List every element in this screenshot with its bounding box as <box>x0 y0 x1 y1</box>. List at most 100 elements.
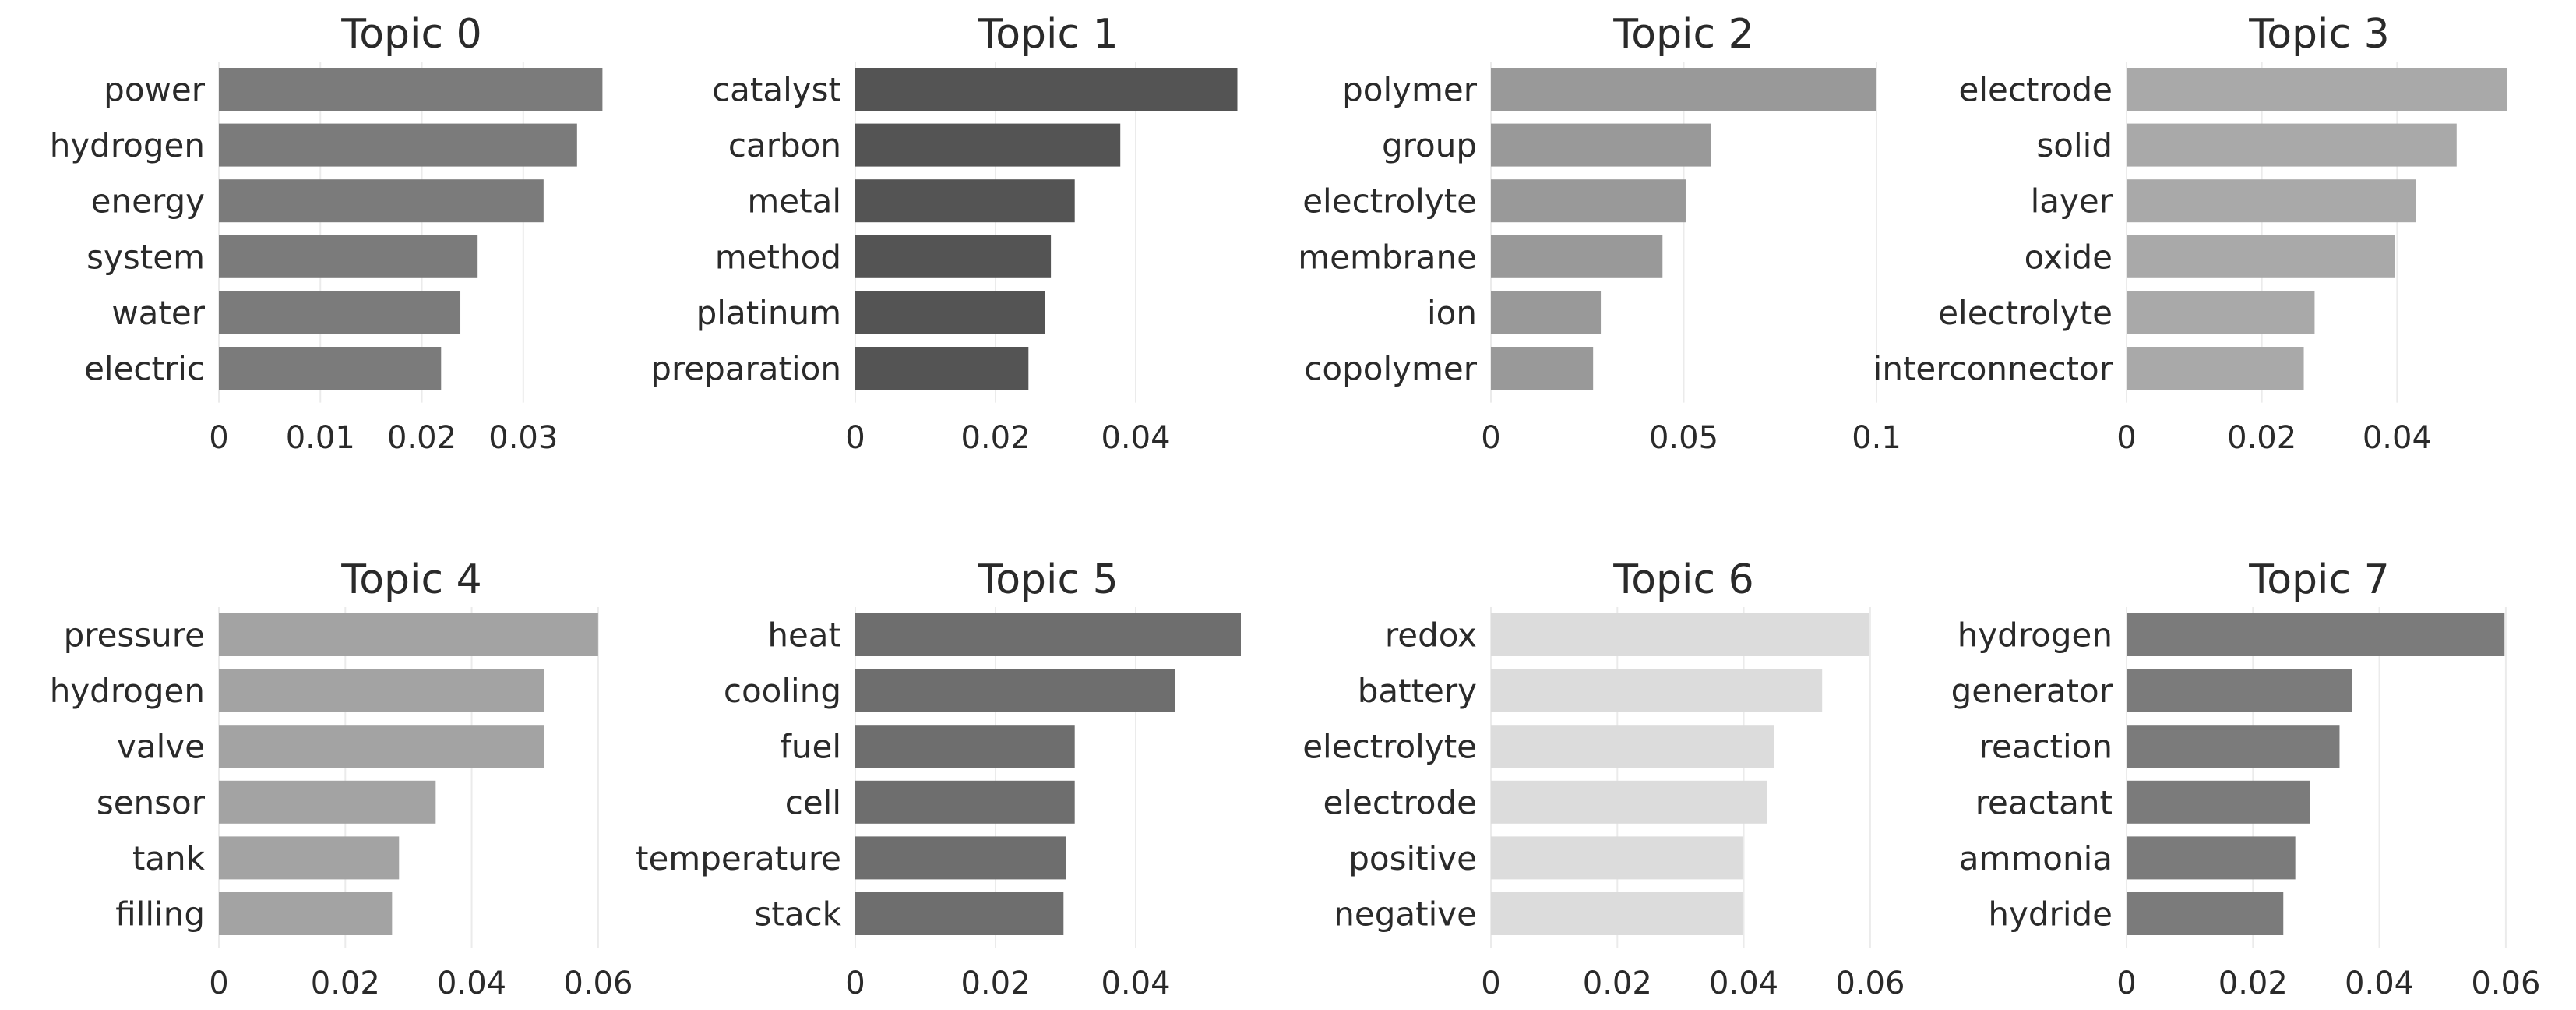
tick-label: 0 <box>845 420 865 456</box>
bar <box>219 235 478 278</box>
category-label: platinum <box>696 294 841 332</box>
category-label: fuel <box>780 728 841 766</box>
tick-label: 0.02 <box>2218 966 2288 1001</box>
tick-label: 0.01 <box>286 420 355 456</box>
tick-label: 0 <box>1481 420 1500 456</box>
bar <box>855 235 1052 278</box>
bar <box>855 836 1066 880</box>
topic-chart-7: Topic 7 hydrogen generator reaction reactant… <box>1951 556 2541 1001</box>
tick-label: 0.05 <box>1649 420 1718 456</box>
bar <box>1491 291 1602 334</box>
category-label: tank <box>132 839 206 878</box>
tick-label: 0 <box>209 966 228 1001</box>
bar <box>2127 68 2507 111</box>
bar <box>855 179 1075 223</box>
bar <box>855 613 1241 656</box>
category-label: preparation <box>650 350 841 388</box>
category-label: electrolyte <box>1302 182 1477 221</box>
bar <box>1491 725 1774 768</box>
topic-title: Topic 3 <box>2248 11 2389 58</box>
tick-label: 0.04 <box>1709 966 1778 1001</box>
category-label: ammonia <box>1959 839 2113 878</box>
topic-title: Topic 0 <box>340 11 481 58</box>
tick-label: 0 <box>845 966 865 1001</box>
bar <box>1491 669 1823 712</box>
tick-label: 0.02 <box>387 420 456 456</box>
category-label: water <box>111 294 205 332</box>
tick-label: 0.04 <box>2345 966 2414 1001</box>
topic-chart-4: Topic 4 pressure hydrogen valve sensor tank fi… <box>50 556 633 1001</box>
bar <box>2127 179 2416 223</box>
category-label: hydrogen <box>50 672 205 710</box>
bar <box>1491 123 1711 167</box>
category-label: group <box>1382 126 1477 164</box>
bar <box>2127 291 2315 334</box>
bar <box>855 892 1064 935</box>
topic-chart-0: Topic 0 power hydrogen energy system water ele… <box>50 11 603 456</box>
category-label: valve <box>117 728 205 766</box>
topic-chart-3: Topic 3 electrode solid layer oxide electroly… <box>1873 11 2507 456</box>
bar <box>2127 780 2310 824</box>
category-label: electric <box>84 350 205 388</box>
category-label: electrode <box>1959 71 2113 109</box>
category-label: solid <box>2036 126 2113 164</box>
bar <box>1491 179 1686 223</box>
tick-label: 0 <box>2116 966 2136 1001</box>
category-label: copolymer <box>1304 350 1477 388</box>
topic-title: Topic 1 <box>977 11 1118 58</box>
category-label: hydrogen <box>50 126 205 164</box>
category-label: membrane <box>1298 238 1477 276</box>
category-label: electrolyte <box>1302 728 1477 766</box>
tick-label: 0.02 <box>311 966 380 1001</box>
bar <box>2127 613 2505 656</box>
tick-label: 0.02 <box>1583 966 1652 1001</box>
category-label: hydride <box>1988 895 2113 934</box>
bar <box>855 780 1075 824</box>
bar <box>2127 892 2284 935</box>
bar <box>219 291 461 334</box>
bar <box>855 669 1175 712</box>
bar <box>219 613 598 656</box>
bar <box>855 291 1045 334</box>
bar <box>1491 235 1663 278</box>
category-label: catalyst <box>712 71 841 109</box>
topic-title: Topic 4 <box>340 556 481 603</box>
category-label: sensor <box>97 783 206 821</box>
bar <box>1491 68 1876 111</box>
category-label: method <box>715 238 841 276</box>
category-label: system <box>86 238 205 276</box>
bar <box>1491 613 1869 656</box>
bar <box>219 836 400 880</box>
bar <box>1491 780 1767 824</box>
topic-chart-2: Topic 2 polymer group electrolyte membrane io… <box>1298 11 1901 456</box>
bar <box>219 725 544 768</box>
tick-label: 0 <box>2116 420 2136 456</box>
category-label: positive <box>1348 839 1477 878</box>
category-label: cooling <box>724 672 841 710</box>
topic-chart-5: Topic 5 heat cooling fuel cell temperature sta… <box>636 556 1241 1001</box>
topic-title: Topic 6 <box>1612 556 1753 603</box>
tick-label: 0.02 <box>2227 420 2296 456</box>
category-label: reactant <box>1975 783 2113 821</box>
tick-label: 0 <box>1481 966 1500 1001</box>
bar <box>855 347 1029 390</box>
category-label: pressure <box>64 616 205 655</box>
category-label: negative <box>1334 895 1477 934</box>
category-label: metal <box>747 182 841 221</box>
category-label: ion <box>1427 294 1477 332</box>
tick-label: 0.06 <box>2471 966 2540 1001</box>
tick-label: 0.04 <box>1101 420 1170 456</box>
category-label: interconnector <box>1873 350 2113 388</box>
category-label: electrode <box>1323 783 1477 821</box>
category-label: generator <box>1951 672 2113 710</box>
category-label: cell <box>785 783 841 821</box>
tick-label: 0.04 <box>437 966 506 1001</box>
bar <box>219 68 603 111</box>
bar <box>2127 235 2395 278</box>
category-label: electrolyte <box>1938 294 2113 332</box>
topic-title: Topic 5 <box>977 556 1118 603</box>
category-label: energy <box>91 182 205 221</box>
category-label: redox <box>1385 616 1477 655</box>
category-label: oxide <box>2025 238 2113 276</box>
